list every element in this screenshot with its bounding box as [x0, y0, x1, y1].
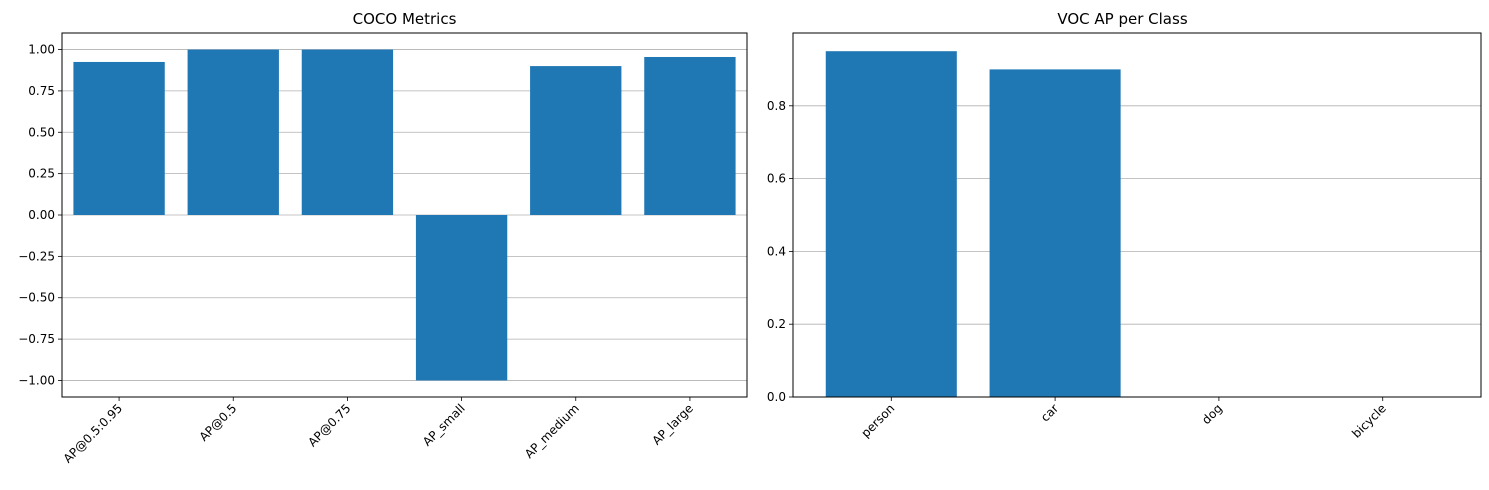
bar — [415, 215, 508, 381]
chart-title: VOC AP per Class — [1057, 10, 1187, 28]
plot-frame — [61, 32, 748, 398]
voc-ap-per-class-chart: VOC AP per Class 0.0 0.2 0.4 0.6 0.8 person c… — [767, 10, 1482, 441]
y-tick-label: −0.50 — [18, 291, 55, 305]
y-tick-label: −1.00 — [18, 373, 55, 387]
y-tick-label: −0.25 — [18, 249, 55, 263]
bar — [73, 61, 165, 215]
x-tick-label: AP_small — [420, 401, 468, 449]
y-tick-label: 0.4 — [767, 244, 786, 258]
x-tick-label: AP_large — [649, 401, 696, 448]
y-tick-label: −0.75 — [18, 332, 55, 346]
bars — [825, 51, 1121, 398]
plot-frame — [792, 32, 1482, 398]
y-tick-label: 0.6 — [767, 172, 786, 186]
x-axis-ticks: AP@0.5:0.95 AP@0.5 AP@0.75 AP_small AP_mediu… — [61, 397, 696, 466]
bar — [187, 49, 279, 215]
y-tick-label: 0.75 — [28, 84, 55, 98]
bar — [530, 66, 622, 215]
grid-lines — [62, 49, 747, 381]
x-tick-label: car — [1038, 401, 1061, 424]
y-tick-label: 0.00 — [28, 208, 55, 222]
x-tick-label: AP_medium — [522, 401, 582, 461]
x-axis-ticks: person car dog bicycle — [858, 397, 1389, 441]
bar — [989, 69, 1121, 398]
x-tick-label: AP@0.5 — [197, 401, 240, 444]
y-tick-label: 0.25 — [28, 167, 55, 181]
y-tick-label: 0.50 — [28, 125, 55, 139]
y-tick-label: 0.8 — [767, 99, 786, 113]
y-axis-ticks: 0.0 0.2 0.4 0.6 0.8 — [767, 99, 793, 404]
x-tick-label: bicycle — [1349, 401, 1389, 441]
bar — [825, 51, 957, 397]
bar — [644, 56, 736, 216]
y-tick-label: 1.00 — [28, 43, 55, 57]
x-tick-label: AP@0.5:0.95 — [61, 401, 126, 466]
x-tick-label: dog — [1199, 401, 1225, 427]
x-tick-label: person — [858, 401, 897, 440]
coco-metrics-chart: COCO Metrics −1.00 −0.75 −0.50 −0.25 0.00 0.2… — [18, 10, 748, 466]
y-axis-ticks: −1.00 −0.75 −0.50 −0.25 0.00 0.25 0.50 0.75 1.00 — [18, 43, 62, 387]
bar — [301, 49, 394, 215]
bars — [73, 49, 736, 381]
y-tick-label: 0.2 — [767, 317, 786, 331]
x-tick-label: AP@0.75 — [305, 401, 353, 449]
y-tick-label: 0.0 — [767, 390, 786, 404]
chart-title: COCO Metrics — [353, 10, 457, 28]
